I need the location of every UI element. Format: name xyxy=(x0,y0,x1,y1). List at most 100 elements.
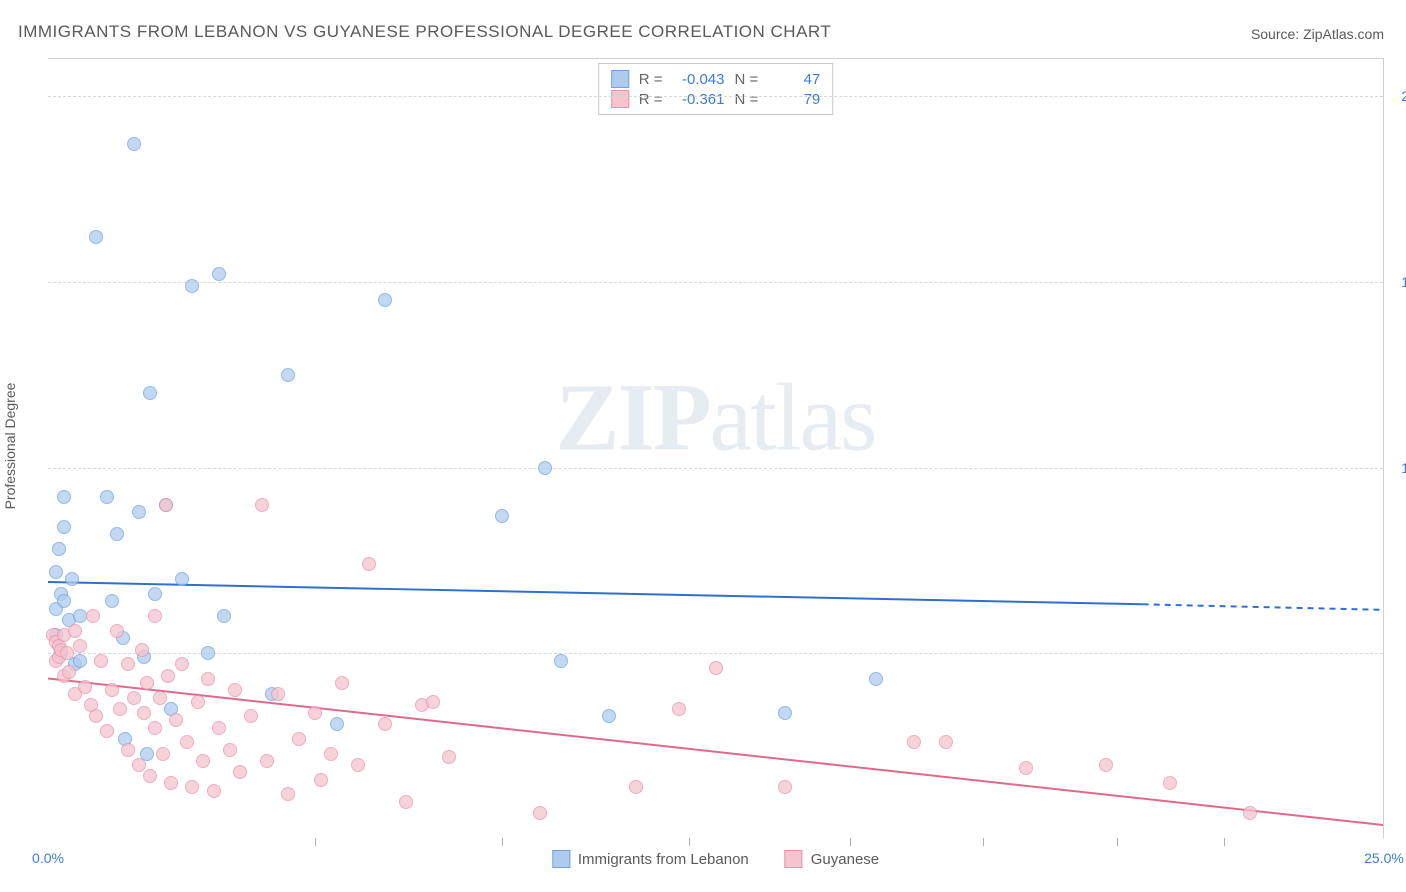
scatter-point-guyanese xyxy=(110,624,124,638)
y-tick-label: 20.0% xyxy=(1391,88,1406,104)
scatter-point-guyanese xyxy=(533,806,547,820)
scatter-point-guyanese xyxy=(148,721,162,735)
scatter-point-guyanese xyxy=(148,609,162,623)
scatter-point-guyanese xyxy=(351,758,365,772)
x-tick xyxy=(502,838,503,846)
scatter-point-guyanese xyxy=(672,702,686,716)
scatter-point-guyanese xyxy=(442,750,456,764)
x-tick xyxy=(1224,838,1225,846)
scatter-point-lebanon xyxy=(100,490,114,504)
scatter-point-guyanese xyxy=(709,661,723,675)
scatter-point-guyanese xyxy=(244,709,258,723)
scatter-point-lebanon xyxy=(73,609,87,623)
gridline xyxy=(48,282,1383,283)
scatter-point-guyanese xyxy=(1243,806,1257,820)
source-attribution: Source: ZipAtlas.com xyxy=(1251,26,1384,42)
scatter-point-guyanese xyxy=(73,639,87,653)
source-link[interactable]: ZipAtlas.com xyxy=(1303,26,1384,42)
scatter-point-guyanese xyxy=(135,643,149,657)
scatter-point-lebanon xyxy=(175,572,189,586)
scatter-point-lebanon xyxy=(110,527,124,541)
scatter-point-guyanese xyxy=(308,706,322,720)
scatter-point-lebanon xyxy=(127,137,141,151)
scatter-point-guyanese xyxy=(121,743,135,757)
watermark-bold: ZIP xyxy=(556,364,710,471)
trend-line-extrapolate-lebanon xyxy=(1143,604,1383,610)
scatter-point-guyanese xyxy=(159,498,173,512)
y-axis-label: Professional Degree xyxy=(2,383,18,510)
scatter-point-guyanese xyxy=(362,557,376,571)
r-value-lebanon: -0.043 xyxy=(673,71,725,88)
scatter-point-lebanon xyxy=(602,709,616,723)
scatter-point-guyanese xyxy=(1019,761,1033,775)
r-label: R = xyxy=(639,91,663,108)
x-tick xyxy=(689,838,690,846)
x-tick xyxy=(1117,838,1118,846)
scatter-point-lebanon xyxy=(869,672,883,686)
scatter-point-guyanese xyxy=(255,498,269,512)
scatter-point-guyanese xyxy=(324,747,338,761)
series-legend: Immigrants from Lebanon Guyanese xyxy=(552,850,879,868)
scatter-point-guyanese xyxy=(907,735,921,749)
x-tick-label: 25.0% xyxy=(1364,850,1404,866)
scatter-point-guyanese xyxy=(939,735,953,749)
r-label: R = xyxy=(639,71,663,88)
watermark-rest: atlas xyxy=(710,364,876,471)
y-tick-label: 10.0% xyxy=(1391,460,1406,476)
n-label: N = xyxy=(735,91,759,108)
stats-legend: R =-0.043N =47R =-0.361N =79 xyxy=(598,63,834,115)
scatter-point-guyanese xyxy=(196,754,210,768)
scatter-point-guyanese xyxy=(1099,758,1113,772)
scatter-point-guyanese xyxy=(143,769,157,783)
scatter-point-lebanon xyxy=(778,706,792,720)
gridline xyxy=(48,96,1383,97)
scatter-point-lebanon xyxy=(57,594,71,608)
scatter-point-lebanon xyxy=(148,587,162,601)
scatter-point-lebanon xyxy=(554,654,568,668)
scatter-point-guyanese xyxy=(86,609,100,623)
scatter-point-guyanese xyxy=(399,795,413,809)
stats-row-lebanon: R =-0.043N =47 xyxy=(611,70,821,88)
scatter-point-lebanon xyxy=(105,594,119,608)
scatter-point-lebanon xyxy=(89,230,103,244)
scatter-point-guyanese xyxy=(281,787,295,801)
scatter-point-guyanese xyxy=(164,776,178,790)
scatter-point-guyanese xyxy=(68,624,82,638)
legend-item-lebanon[interactable]: Immigrants from Lebanon xyxy=(552,850,749,868)
x-tick xyxy=(983,838,984,846)
scatter-point-guyanese xyxy=(1163,776,1177,790)
scatter-point-guyanese xyxy=(153,691,167,705)
scatter-point-lebanon xyxy=(201,646,215,660)
gridline xyxy=(48,653,1383,654)
scatter-point-lebanon xyxy=(143,386,157,400)
scatter-point-guyanese xyxy=(180,735,194,749)
source-prefix: Source: xyxy=(1251,26,1303,42)
scatter-point-guyanese xyxy=(233,765,247,779)
legend-label-lebanon: Immigrants from Lebanon xyxy=(578,851,749,868)
scatter-point-guyanese xyxy=(378,717,392,731)
trend-line-lebanon xyxy=(48,582,1143,604)
scatter-point-guyanese xyxy=(121,657,135,671)
scatter-point-guyanese xyxy=(228,683,242,697)
scatter-point-guyanese xyxy=(113,702,127,716)
scatter-point-guyanese xyxy=(89,709,103,723)
scatter-point-guyanese xyxy=(94,654,108,668)
stats-row-guyanese: R =-0.361N =79 xyxy=(611,90,821,108)
n-label: N = xyxy=(735,71,759,88)
scatter-point-guyanese xyxy=(207,784,221,798)
chart-title: IMMIGRANTS FROM LEBANON VS GUYANESE PROF… xyxy=(18,22,831,42)
scatter-point-guyanese xyxy=(105,683,119,697)
scatter-point-guyanese xyxy=(60,646,74,660)
scatter-point-guyanese xyxy=(185,780,199,794)
scatter-point-lebanon xyxy=(65,572,79,586)
scatter-point-guyanese xyxy=(629,780,643,794)
y-tick-label: 5.0% xyxy=(1391,645,1406,661)
scatter-point-lebanon xyxy=(538,461,552,475)
scatter-point-lebanon xyxy=(217,609,231,623)
legend-item-guyanese[interactable]: Guyanese xyxy=(785,850,879,868)
scatter-point-guyanese xyxy=(100,724,114,738)
scatter-point-guyanese xyxy=(140,676,154,690)
scatter-point-guyanese xyxy=(292,732,306,746)
scatter-point-guyanese xyxy=(161,669,175,683)
scatter-point-guyanese xyxy=(212,721,226,735)
